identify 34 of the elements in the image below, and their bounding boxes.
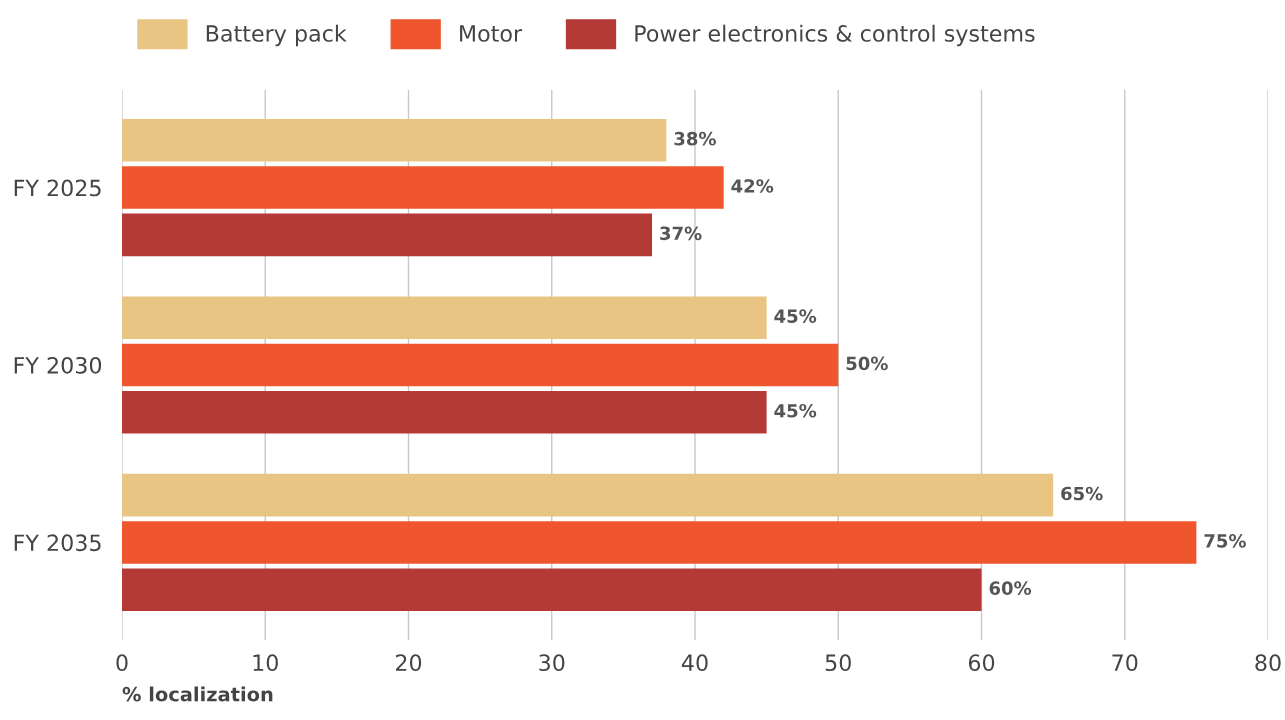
x-tick-label: 60 [968, 654, 995, 672]
data-label: 42% [731, 179, 774, 193]
legend-label: Power electronics & control systems [635, 24, 1035, 47]
x-tick-label: 80 [1255, 654, 1281, 672]
data-label: 50% [846, 356, 888, 371]
bar [122, 213, 653, 257]
y-tick-label: FY 2030 [14, 356, 102, 374]
data-label: 38% [674, 131, 716, 146]
x-tick-label: 50 [825, 654, 851, 672]
bar [122, 473, 1054, 517]
data-label: 75% [1204, 534, 1246, 548]
legend-label: Battery pack [206, 24, 347, 47]
y-tick-label: FY 2035 [14, 534, 101, 552]
x-tick-label: 20 [395, 654, 422, 672]
x-axis-title: % localization [122, 686, 273, 702]
data-label: 45% [774, 309, 817, 323]
data-label: 60% [989, 581, 1032, 595]
x-tick-label: 40 [681, 654, 708, 672]
bar [122, 118, 667, 162]
bar [122, 521, 1197, 564]
bar [122, 296, 767, 339]
x-tick-label: 30 [539, 654, 565, 672]
bar [122, 391, 767, 434]
x-tick-label: 0 [116, 654, 128, 672]
legend-label: Motor [460, 25, 523, 42]
bar [122, 166, 724, 209]
bar [122, 568, 982, 612]
bar [122, 343, 839, 387]
x-tick-label: 70 [1112, 654, 1138, 672]
data-label: 65% [1061, 486, 1103, 501]
data-label: 37% [660, 226, 702, 241]
y-tick-label: FY 2025 [14, 179, 101, 197]
data-label: 45% [774, 403, 817, 418]
x-tick-label: 10 [253, 654, 278, 672]
